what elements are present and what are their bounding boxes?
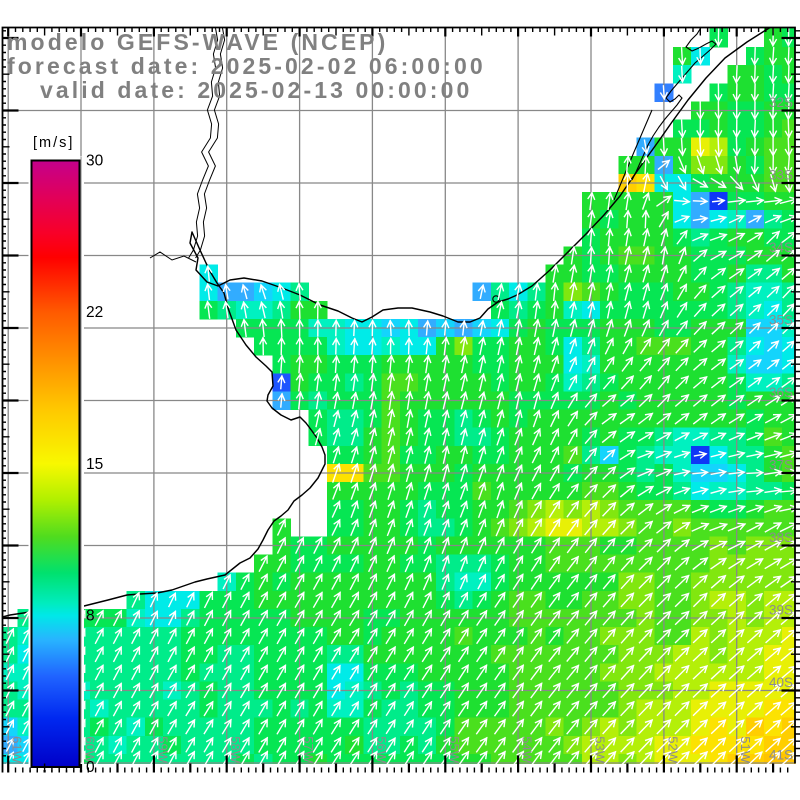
svg-text:40S: 40S	[769, 675, 793, 690]
svg-text:0: 0	[86, 759, 95, 776]
svg-text:51W: 51W	[738, 736, 753, 763]
svg-text:32S: 32S	[769, 95, 793, 110]
svg-text:39S: 39S	[769, 603, 793, 618]
svg-text:41S: 41S	[769, 748, 793, 763]
svg-text:22: 22	[86, 304, 103, 321]
svg-text:57W: 57W	[301, 736, 316, 763]
svg-text:59W: 59W	[155, 736, 170, 763]
svg-text:35S: 35S	[769, 313, 793, 328]
svg-text:valid date: 2025-02-13 00:00:0: valid date: 2025-02-13 00:00:00	[40, 77, 472, 103]
svg-text:[m/s]: [m/s]	[33, 135, 74, 151]
svg-text:34S: 34S	[769, 240, 793, 255]
svg-text:53W: 53W	[593, 736, 608, 763]
svg-text:38S: 38S	[769, 530, 793, 545]
svg-text:60W: 60W	[83, 736, 98, 763]
svg-text:61W: 61W	[10, 736, 25, 763]
svg-text:36S: 36S	[769, 385, 793, 400]
svg-text:58W: 58W	[228, 736, 243, 763]
svg-text:forecast date: 2025-02-02 06:0: forecast date: 2025-02-02 06:00:00	[7, 53, 486, 79]
svg-text:56W: 56W	[374, 736, 389, 763]
svg-text:15: 15	[86, 456, 103, 473]
svg-text:33S: 33S	[769, 168, 793, 183]
svg-text:modelo GEFS-WAVE (NCEP): modelo GEFS-WAVE (NCEP)	[7, 29, 388, 55]
svg-text:52W: 52W	[665, 736, 680, 763]
svg-text:30: 30	[86, 153, 104, 170]
svg-text:37S: 37S	[769, 458, 793, 473]
svg-text:8: 8	[86, 607, 95, 624]
svg-text:54W: 54W	[520, 736, 535, 763]
svg-text:55W: 55W	[447, 736, 462, 763]
